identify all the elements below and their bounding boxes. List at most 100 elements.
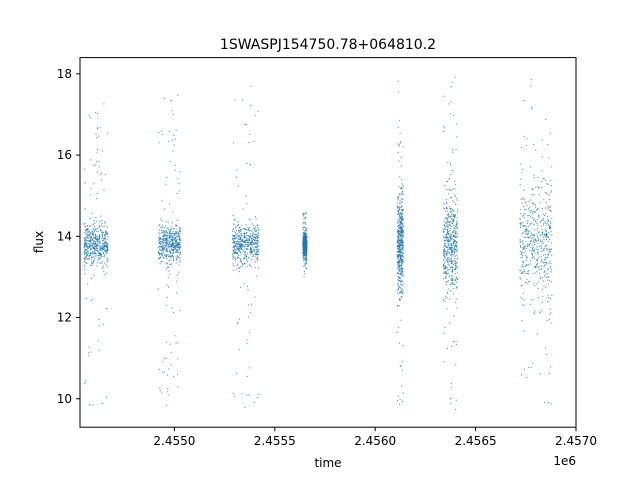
data-point — [302, 250, 304, 252]
data-point — [257, 110, 259, 112]
data-point — [84, 266, 86, 268]
data-point — [449, 322, 451, 324]
data-point — [244, 246, 246, 248]
data-point — [445, 199, 447, 201]
data-point — [531, 253, 533, 255]
data-point — [105, 237, 107, 239]
data-point — [523, 217, 525, 219]
data-point — [520, 253, 523, 255]
data-point — [86, 234, 89, 236]
data-point — [88, 255, 90, 257]
data-point — [447, 216, 449, 218]
data-point — [172, 231, 174, 233]
data-point — [402, 185, 404, 187]
data-point — [232, 241, 234, 243]
data-point — [397, 210, 399, 212]
data-point — [175, 238, 177, 240]
data-point — [102, 231, 104, 233]
data-point — [236, 372, 238, 374]
data-point — [545, 234, 548, 236]
data-point — [165, 263, 167, 265]
data-point — [533, 240, 535, 242]
data-point — [178, 264, 180, 266]
data-point — [399, 268, 401, 270]
data-point — [543, 250, 545, 252]
data-point — [399, 220, 401, 222]
data-point — [402, 242, 404, 244]
data-point — [538, 246, 540, 248]
data-point — [547, 220, 549, 222]
data-point — [453, 260, 455, 262]
data-point — [543, 178, 545, 180]
data-point — [443, 246, 445, 248]
data-point — [402, 146, 404, 148]
data-point — [402, 217, 404, 219]
data-point — [454, 194, 456, 196]
data-point — [401, 206, 403, 208]
data-point — [526, 272, 528, 275]
data-point — [451, 231, 453, 233]
data-point — [164, 208, 166, 210]
data-point — [545, 273, 547, 275]
data-point — [401, 229, 403, 231]
data-point — [104, 262, 106, 264]
data-point — [521, 320, 523, 322]
data-point — [244, 241, 246, 243]
data-point — [89, 244, 91, 246]
data-point — [397, 250, 399, 252]
data-point — [174, 240, 176, 242]
data-point — [544, 236, 547, 238]
data-point — [246, 339, 248, 341]
data-point — [172, 255, 174, 257]
data-point — [397, 326, 399, 328]
data-point — [165, 235, 167, 237]
y-axis-label: flux — [32, 231, 46, 253]
data-point — [538, 281, 540, 283]
data-point — [304, 239, 306, 241]
data-point — [170, 249, 172, 251]
data-point — [444, 267, 447, 269]
data-point — [89, 248, 91, 251]
data-point — [398, 260, 401, 262]
data-point — [456, 227, 458, 229]
data-point — [443, 332, 445, 334]
data-point — [97, 240, 99, 242]
data-point — [527, 273, 530, 275]
data-point — [90, 351, 92, 353]
data-point — [242, 241, 244, 243]
data-point — [544, 221, 546, 223]
data-point — [447, 252, 449, 255]
data-point — [534, 211, 536, 213]
data-point — [233, 230, 235, 232]
data-point — [450, 402, 452, 404]
data-point — [84, 182, 86, 184]
data-point — [179, 260, 181, 262]
data-point — [162, 242, 164, 245]
data-point — [519, 226, 522, 228]
data-point — [530, 366, 532, 368]
data-point — [161, 250, 163, 252]
data-point — [253, 259, 255, 261]
data-point — [400, 319, 402, 321]
data-point — [451, 262, 453, 264]
data-point — [171, 99, 173, 101]
data-point — [450, 234, 452, 236]
data-point — [175, 249, 177, 251]
data-point — [448, 269, 450, 271]
data-point — [239, 243, 241, 245]
data-point — [248, 228, 250, 230]
data-point — [166, 237, 168, 239]
data-point — [160, 218, 162, 220]
data-point — [402, 392, 404, 394]
data-point — [165, 183, 167, 185]
data-point — [90, 225, 92, 227]
data-point — [401, 254, 403, 256]
data-point — [447, 231, 449, 233]
data-point — [163, 234, 165, 236]
data-point — [544, 258, 547, 260]
data-point — [444, 185, 446, 187]
data-point — [257, 241, 259, 243]
data-point — [400, 192, 402, 194]
data-point — [249, 253, 251, 255]
data-point — [254, 296, 256, 298]
